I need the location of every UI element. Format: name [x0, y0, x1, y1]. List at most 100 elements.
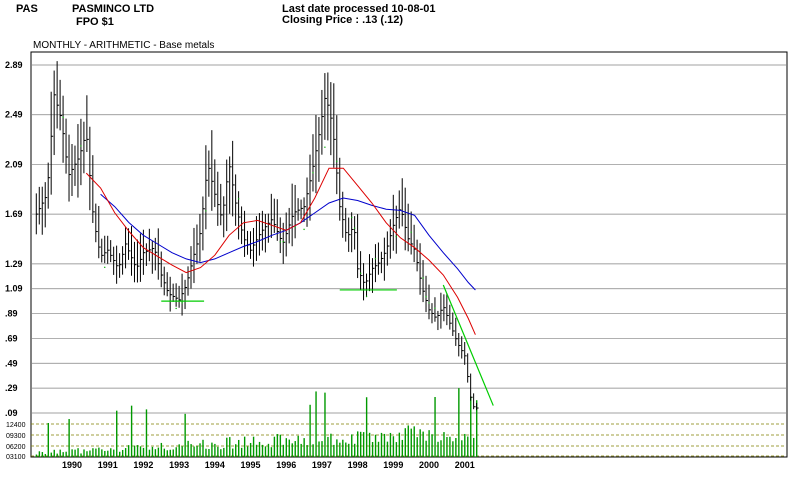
volume-bar [279, 434, 282, 457]
volume-bar [473, 437, 475, 457]
x-tick-label: 1995 [241, 460, 261, 470]
price-grid [31, 64, 786, 414]
volume-bar [175, 447, 177, 457]
volume-bar [380, 432, 383, 457]
volume-bar [428, 430, 430, 457]
volume-bar [178, 444, 180, 457]
volume-bar [273, 436, 276, 457]
volume-bar [371, 441, 374, 457]
volume-bar [276, 434, 279, 457]
chart-subtitle: MONTHLY - ARITHMETIC - Base metals [33, 40, 215, 51]
volume-bar [145, 409, 148, 457]
volume-bar [172, 449, 174, 457]
volume-bar [163, 448, 166, 457]
volume-bar [101, 449, 103, 457]
y-tick-label: 2.09 [5, 159, 23, 169]
plot-frame [30, 51, 788, 458]
volume-bar [300, 443, 302, 457]
moving-average-long [100, 193, 476, 291]
volume-bar [232, 448, 234, 457]
volume-bar [389, 432, 392, 457]
volume-bar [235, 444, 237, 457]
volume-bar [196, 445, 198, 457]
volume-bar [124, 448, 127, 457]
volume-bar [217, 446, 219, 457]
volume-bar [309, 404, 311, 457]
volume-bar [252, 436, 255, 457]
support-lines [161, 289, 397, 302]
volume-bar [357, 431, 359, 457]
dot-point [237, 198, 240, 200]
volume-bar [89, 450, 91, 457]
y-tick-label: 1.09 [5, 284, 23, 294]
x-tick-label: 1990 [62, 460, 82, 470]
volume-bar [342, 439, 344, 457]
volume-tick-label: 03100 [6, 454, 26, 461]
volume-bar [133, 445, 136, 457]
y-tick-label: .49 [5, 358, 18, 368]
last-date-processed: Last date processed 10-08-01 [282, 3, 436, 15]
volume-bar [205, 448, 207, 457]
year-axis-labels: 1990 1991 1992 1993 1994 1995 1996 1997 1998 1999… [62, 460, 475, 470]
volume-bar [223, 447, 225, 457]
volume-bar [116, 410, 118, 457]
volume-bar [181, 446, 183, 457]
volume-bar [249, 442, 252, 457]
x-tick-label: 1998 [348, 460, 368, 470]
volume-bar [214, 443, 216, 457]
dot-point [395, 235, 397, 238]
volume-bar [449, 436, 451, 457]
volume-bar [44, 454, 47, 457]
volume-bar [238, 439, 240, 457]
dot-point [279, 241, 281, 243]
volume-bar [294, 441, 296, 457]
volume-bar [187, 440, 189, 457]
dot-point [374, 258, 377, 260]
dot-point [104, 266, 106, 269]
price-axis-labels: 2.89 2.49 2.09 1.69 1.29 1.09 .89 .69 .49 .29 .09 [5, 60, 23, 418]
volume-bar [264, 446, 267, 457]
security-type: FPO $1 [76, 16, 114, 28]
volume-bar [202, 439, 204, 457]
volume-bar [464, 433, 466, 457]
volume-bar [303, 438, 305, 457]
volume-bar [47, 422, 49, 457]
x-tick-label: 2001 [455, 460, 475, 470]
volume-bar [407, 425, 409, 457]
downtrend-line [442, 284, 494, 406]
volume-bar [240, 447, 243, 457]
volume-bar [148, 449, 151, 457]
volume-bar [339, 442, 341, 457]
volume-bar [41, 452, 44, 457]
volume-bar [83, 449, 85, 457]
volume-bar [398, 432, 401, 457]
volume-bar [318, 441, 320, 457]
volume-bar [243, 436, 246, 457]
y-tick-label: 1.29 [5, 259, 23, 269]
volume-bar [377, 441, 380, 457]
volume-bar [455, 438, 457, 457]
volume-bar [297, 435, 299, 457]
x-tick-label: 1993 [169, 460, 189, 470]
volume-bar [291, 443, 293, 457]
volume-bar [86, 451, 88, 457]
x-tick-label: 2000 [419, 460, 439, 470]
dot-point [312, 172, 314, 174]
volume-bar [288, 439, 290, 457]
volume-bar [351, 434, 353, 457]
volume-bar [62, 452, 64, 457]
volume-bar [321, 441, 323, 457]
volume-bar [425, 440, 427, 457]
volume-bar [98, 447, 100, 457]
volume-bar [348, 443, 350, 457]
volume-bar [267, 443, 270, 457]
volume-bar [107, 450, 109, 457]
volume-bar [56, 453, 58, 457]
volume-bar [160, 442, 163, 457]
y-tick-label: .09 [5, 408, 18, 418]
volume-bar [315, 391, 317, 457]
volume-bar [229, 437, 231, 457]
volume-bar [38, 451, 41, 457]
volume-bar [190, 444, 192, 457]
volume-bar [419, 429, 421, 457]
